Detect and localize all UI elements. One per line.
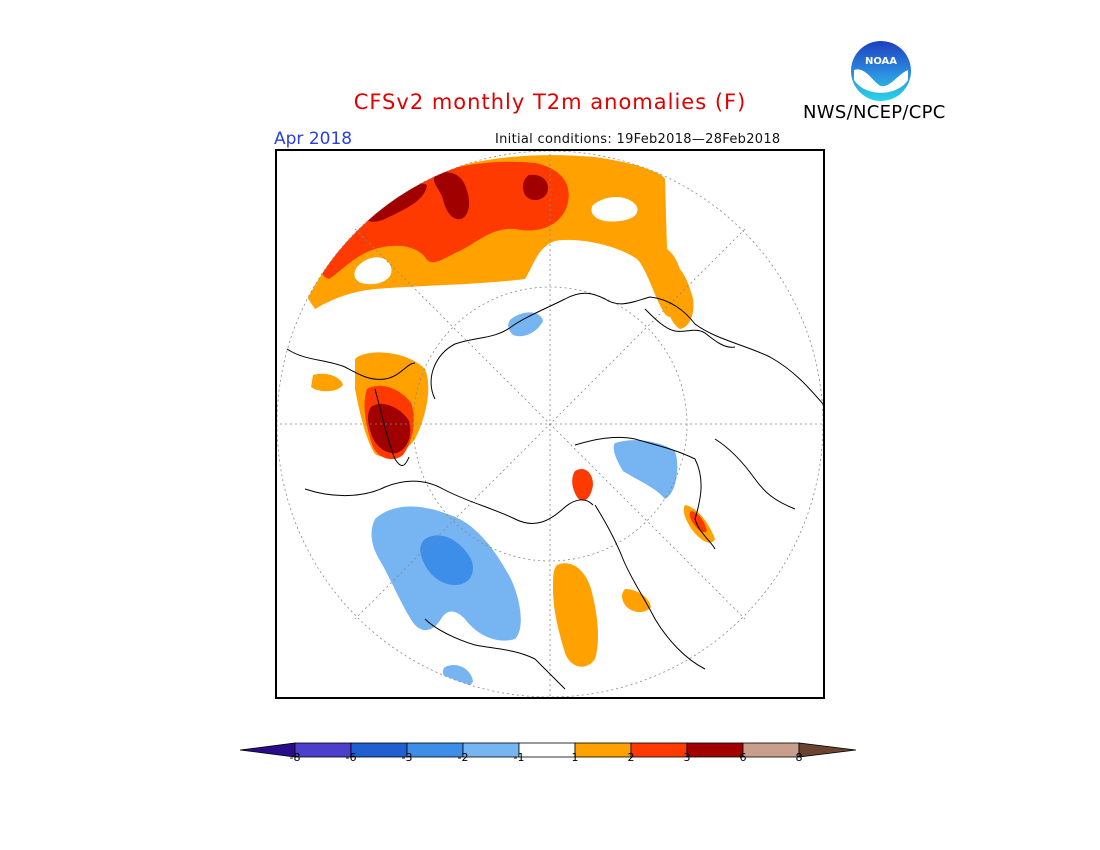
agency-label: NWS/NCEP/CPC: [803, 102, 946, 123]
map-frame: [275, 149, 825, 699]
polar-anomaly-map: [275, 149, 825, 699]
anomaly-region-siberia-warmest-3: [364, 183, 427, 222]
anomaly-hole-1: [354, 257, 392, 285]
anomaly-region-barents-cold: [508, 312, 543, 337]
anomaly-region-baffin-warm: [311, 373, 343, 392]
anomaly-region-scandinavia-cold: [613, 440, 678, 499]
anomaly-hole-2: [591, 196, 638, 222]
anomaly-region-greenland-warmest: [368, 403, 411, 454]
noaa-logo-text: NOAA: [865, 56, 897, 67]
colorbar-tick-label: -1: [513, 751, 525, 764]
colorbar-tick-label: -6: [345, 751, 357, 764]
coastlines: [286, 292, 824, 690]
colorbar-tick-label: 6: [739, 751, 747, 764]
colorbar-tick-label: -8: [289, 751, 301, 764]
map-title: CFSv2 monthly T2m anomalies (F): [353, 90, 747, 114]
anomaly-region-canada-colder: [420, 535, 474, 585]
anomaly-region-iceland-warm: [572, 468, 593, 501]
anomaly-region-atlantic-warm: [553, 563, 598, 667]
colorbar: [239, 742, 857, 758]
colorbar-tick-label: -2: [457, 751, 469, 764]
anomaly-region-siberia-warmest-2: [522, 174, 548, 201]
anomaly-region-siberia-strong: [321, 161, 569, 279]
colorbar-tick-label: 2: [627, 751, 635, 764]
colorbar-tick-label: -3: [401, 751, 413, 764]
anomaly-region-europe-south-warm: [622, 589, 651, 613]
forecast-month: Apr 2018: [274, 129, 353, 149]
colorbar-high-triangle: [798, 742, 857, 758]
noaa-logo: NOAA: [851, 41, 911, 101]
gull-icon: [854, 69, 908, 93]
meridian-line: [354, 228, 746, 620]
anomaly-region-europe-warm-red: [689, 511, 707, 533]
anomaly-region-siberia-warmest: [433, 172, 470, 220]
colorbar-tick-label: 3: [683, 751, 691, 764]
anomaly-region-alaska-arctic-warm: [660, 258, 694, 329]
colorbar-tick-label: 8: [795, 751, 803, 764]
colorbar-tick-label: 1: [571, 751, 579, 764]
initial-conditions: Initial conditions: 19Feb2018—28Feb2018: [495, 132, 781, 147]
